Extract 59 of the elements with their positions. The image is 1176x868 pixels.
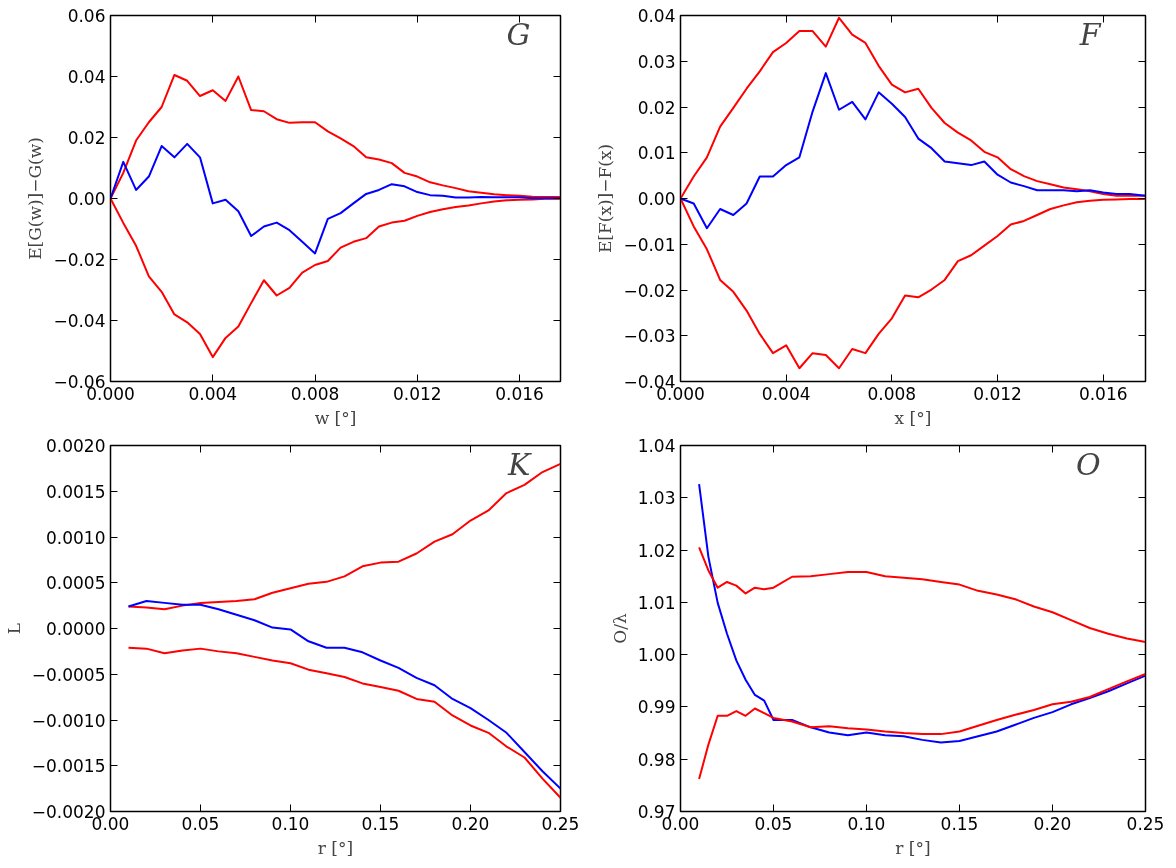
x-tick-label: 0.004 <box>761 383 811 404</box>
annotation: O <box>1075 446 1101 482</box>
annotation: G <box>506 16 531 52</box>
y-tick-label: 0.0000 <box>46 619 106 639</box>
x-tick-label: 0.20 <box>451 813 490 834</box>
y-tick-label: 1.01 <box>637 592 676 613</box>
y-axis-title: E[G(w)]−G(w) <box>25 137 46 260</box>
x-tick-label: 0.15 <box>940 813 979 834</box>
y-tick-label: −0.0015 <box>31 756 106 777</box>
annotation: K <box>507 446 533 482</box>
x-tick-label: 0.20 <box>1033 813 1072 834</box>
y-tick-label: 0.0005 <box>46 573 106 594</box>
y-tick-label: 0.98 <box>637 749 676 770</box>
y-tick-label: −0.03 <box>623 326 676 347</box>
y-tick-label: 1.03 <box>637 488 676 509</box>
y-tick-label: −0.02 <box>53 250 106 270</box>
y-tick-label: 0.04 <box>637 6 676 26</box>
y-tick-label: 0.01 <box>637 143 676 164</box>
y-tick-label: 0.02 <box>637 97 676 118</box>
y-tick-label: 1.00 <box>637 645 676 666</box>
y-tick-label: 0.99 <box>637 697 676 718</box>
y-axis-title: L <box>3 622 24 635</box>
x-axis-title: r [°] <box>895 837 931 858</box>
y-tick-label: 1.04 <box>637 436 676 456</box>
y-tick-label: 0.02 <box>67 128 106 148</box>
x-tick-label: 0.25 <box>541 813 580 834</box>
x-tick-label: 0.012 <box>392 383 442 404</box>
x-tick-label: 0.25 <box>1126 813 1165 834</box>
x-tick-label: 0.008 <box>867 383 917 404</box>
y-tick-label: 1.02 <box>637 540 676 561</box>
x-tick-label: 0.05 <box>181 813 220 834</box>
x-tick-label: 0.10 <box>847 813 886 834</box>
y-axis-title: O/λ <box>609 613 630 644</box>
x-axis-title: r [°] <box>317 837 354 858</box>
y-tick-label: 0.0020 <box>46 436 106 456</box>
y-tick-label: 0.03 <box>637 51 676 72</box>
annotation: F <box>1078 16 1102 52</box>
y-tick-label: 0.00 <box>637 189 676 209</box>
x-tick-label: 0.15 <box>361 813 400 834</box>
x-tick-label: 0.012 <box>973 383 1022 404</box>
y-tick-label: 0.06 <box>67 6 106 26</box>
x-tick-label: 0.016 <box>495 383 544 404</box>
y-tick-label: −0.0010 <box>31 710 106 731</box>
x-tick-label: 0.10 <box>271 813 310 834</box>
y-tick-label: −0.02 <box>623 280 676 301</box>
x-tick-label: 0.016 <box>1078 383 1128 404</box>
y-tick-label: −0.01 <box>623 234 676 255</box>
y-tick-label: 0.0010 <box>46 527 106 548</box>
y-tick-label: 0.04 <box>67 67 106 87</box>
x-tick-label: 0.008 <box>290 383 340 404</box>
y-tick-label: −0.04 <box>53 311 106 331</box>
y-axis-title: E[F(x)]−F(x) <box>595 143 616 254</box>
y-tick-label: 0.00 <box>67 189 106 209</box>
x-axis-title: x [°] <box>894 407 932 428</box>
x-tick-label: 0.004 <box>188 383 238 404</box>
y-tick-label: −0.0005 <box>31 664 106 685</box>
x-axis-title: w [°] <box>314 407 357 428</box>
x-tick-label: 0.05 <box>754 813 793 834</box>
y-tick-label: 0.0015 <box>46 481 106 502</box>
